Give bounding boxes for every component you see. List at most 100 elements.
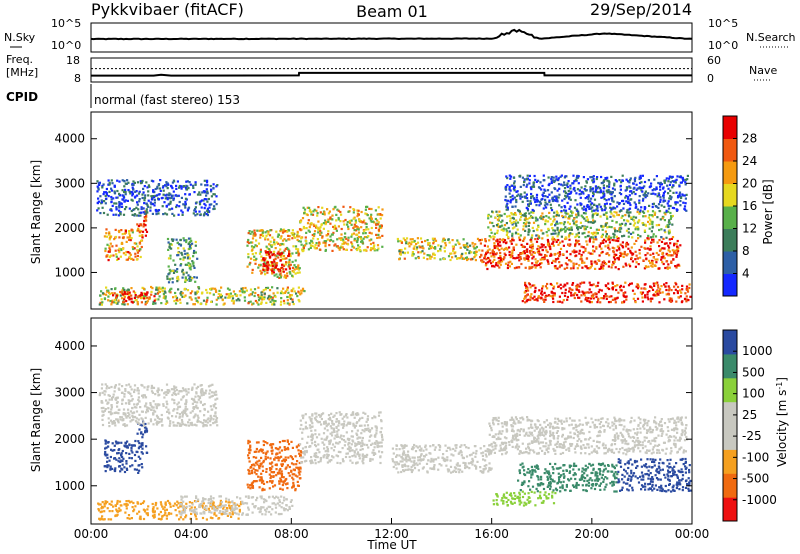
scatter-cell bbox=[622, 294, 625, 297]
scatter-cell bbox=[214, 407, 218, 410]
scatter-cell bbox=[662, 192, 665, 195]
scatter-cell bbox=[319, 232, 322, 235]
scatter-cell bbox=[212, 207, 215, 211]
scatter-cell bbox=[254, 234, 257, 237]
scatter-cell bbox=[278, 273, 281, 276]
scatter-cell bbox=[276, 287, 279, 290]
scatter-cell bbox=[645, 257, 648, 260]
scatter-cell bbox=[159, 510, 162, 514]
scatter-cell bbox=[597, 259, 600, 262]
scatter-cell bbox=[163, 514, 166, 517]
scatter-cell bbox=[496, 240, 499, 243]
scatter-cell bbox=[560, 183, 563, 186]
scatter-cell bbox=[669, 198, 672, 201]
scatter-cell bbox=[677, 296, 680, 299]
scatter-cell bbox=[365, 222, 368, 226]
scatter-cell bbox=[573, 189, 577, 192]
scatter-cell bbox=[172, 197, 175, 200]
scatter-cell bbox=[615, 249, 618, 252]
scatter-cell bbox=[256, 229, 259, 232]
scatter-cell bbox=[101, 206, 104, 209]
scatter-cell bbox=[329, 235, 332, 238]
scatter-cell bbox=[195, 201, 198, 204]
scatter-cell bbox=[593, 203, 596, 206]
scatter-cell bbox=[683, 194, 686, 197]
scatter-cell bbox=[137, 192, 141, 195]
scatter-cell bbox=[191, 423, 194, 427]
scatter-cell bbox=[618, 191, 621, 195]
scatter-cell bbox=[212, 293, 215, 296]
scatter-cell bbox=[96, 180, 99, 183]
scatter-cell bbox=[157, 403, 160, 406]
scatter-cell bbox=[184, 409, 187, 412]
scatter-cell bbox=[131, 199, 134, 202]
scatter-cell bbox=[419, 251, 422, 254]
scatter-cell bbox=[203, 198, 206, 201]
scatter-cell bbox=[119, 294, 122, 297]
scatter-cell bbox=[119, 248, 122, 251]
scatter-cell bbox=[118, 206, 121, 209]
scatter-cell bbox=[268, 249, 271, 252]
scatter-cell bbox=[523, 257, 526, 260]
scatter-cell bbox=[185, 271, 188, 274]
scatter-cell bbox=[175, 204, 178, 207]
scatter-cell bbox=[194, 297, 197, 300]
scatter-cell bbox=[647, 298, 650, 301]
scatter-cell bbox=[558, 254, 561, 258]
scatter-cell bbox=[611, 298, 614, 301]
scatter-cell bbox=[111, 442, 114, 445]
scatter-cell bbox=[643, 180, 647, 184]
scatter-cell bbox=[513, 189, 516, 192]
scatter-cell bbox=[491, 252, 495, 255]
scatter-cell bbox=[356, 236, 359, 240]
scatter-cell bbox=[534, 238, 537, 241]
scatter-cell bbox=[603, 261, 606, 265]
scatter-cell bbox=[150, 290, 153, 293]
scatter-cell bbox=[674, 281, 677, 285]
scatter-cell bbox=[173, 502, 177, 505]
scatter-cell bbox=[154, 502, 158, 505]
scatter-cell bbox=[458, 257, 461, 260]
scatter-cell bbox=[376, 236, 379, 239]
scatter-cell bbox=[573, 217, 576, 220]
scatter-cell bbox=[688, 286, 691, 290]
scatter-cell bbox=[556, 228, 559, 231]
scatter-cell bbox=[497, 225, 500, 229]
scatter-cell bbox=[211, 517, 214, 520]
scatter-cell bbox=[180, 185, 183, 188]
scatter-cell bbox=[209, 418, 212, 421]
scatter-cell bbox=[176, 408, 179, 411]
scatter-cell bbox=[593, 198, 597, 201]
scatter-cell bbox=[511, 251, 514, 254]
scatter-cell bbox=[108, 255, 112, 258]
scatter-cell bbox=[519, 185, 522, 188]
scatter-cell bbox=[128, 207, 131, 210]
scatter-cell bbox=[627, 231, 630, 234]
scatter-cell bbox=[194, 210, 197, 213]
scatter-cell bbox=[97, 508, 100, 511]
scatter-cell bbox=[110, 406, 113, 409]
scatter-cell bbox=[127, 288, 130, 291]
scatter-cell bbox=[506, 215, 509, 218]
scatter-cell bbox=[644, 196, 647, 199]
scatter-cell bbox=[598, 191, 601, 194]
scatter-cell bbox=[624, 214, 627, 217]
scatter-cell bbox=[472, 245, 475, 248]
scatter-cell bbox=[168, 268, 171, 271]
scatter-cell bbox=[370, 213, 373, 216]
scatter-cell bbox=[277, 233, 280, 237]
scatter-cell bbox=[150, 195, 153, 198]
scatter-cell bbox=[145, 219, 148, 222]
scatter-cell bbox=[588, 288, 591, 291]
scatter-cell bbox=[205, 181, 209, 184]
scatter-cell bbox=[452, 247, 455, 250]
scatter-cell bbox=[663, 211, 666, 214]
scatter-cell bbox=[182, 518, 185, 521]
scatter-cell bbox=[136, 512, 139, 515]
scatter-cell bbox=[593, 209, 596, 212]
scatter-cell bbox=[524, 223, 527, 226]
scatter-cell bbox=[638, 219, 641, 222]
scatter-cell bbox=[584, 249, 587, 252]
scatter-cell bbox=[558, 251, 561, 254]
scatter-cell bbox=[550, 291, 553, 294]
